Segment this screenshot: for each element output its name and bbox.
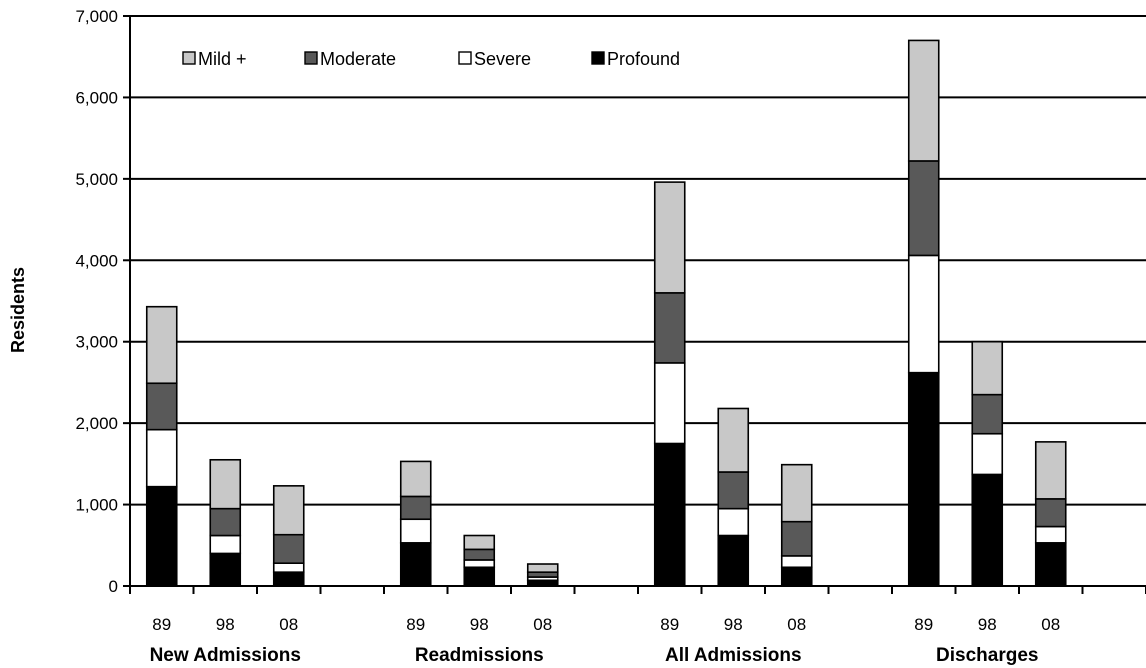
group-label: Discharges (936, 645, 1038, 666)
x-tick-label: 98 (216, 615, 235, 634)
bar-segment (971, 340, 1004, 396)
bar-segment (717, 407, 750, 473)
bar-segment (780, 566, 813, 587)
bar-segment (145, 305, 178, 385)
bar-segment (907, 371, 940, 587)
bar-segment (463, 566, 496, 587)
x-tick-label: 89 (914, 615, 933, 634)
x-tick-label: 08 (279, 615, 298, 634)
bar-segment (209, 534, 242, 555)
bar-segment (399, 460, 432, 498)
x-tick-label: 98 (470, 615, 489, 634)
legend-label: Moderate (320, 49, 396, 69)
bar-segment (653, 292, 686, 364)
bars (145, 39, 1067, 587)
y-tick-label: 5,000 (75, 170, 118, 189)
bar-segment (145, 485, 178, 587)
bar-segment (463, 559, 496, 569)
bar-segment (145, 428, 178, 488)
bar-segment (971, 393, 1004, 435)
bar-segment (145, 382, 178, 431)
bar-segment (272, 533, 305, 565)
legend-swatch (182, 51, 196, 65)
x-tick-label: 89 (152, 615, 171, 634)
bar-segment (780, 463, 813, 523)
bar-segment (209, 458, 242, 510)
grid-lines (130, 15, 1146, 506)
legend-swatch (304, 51, 318, 65)
bar-segment (209, 552, 242, 587)
bar-segment (717, 471, 750, 510)
y-tick-label: 7,000 (75, 7, 118, 26)
legend-label: Profound (607, 49, 680, 69)
x-tick-label: 89 (406, 615, 425, 634)
bar-segment (526, 563, 559, 573)
bar-segment (1034, 525, 1067, 544)
y-tick-label: 0 (109, 577, 118, 596)
group-label: All Admissions (665, 645, 802, 666)
bar-segment (653, 181, 686, 294)
bar-segment (653, 442, 686, 587)
legend-label: Mild + (198, 49, 247, 69)
bar-segment (272, 562, 305, 573)
bar-segment (780, 555, 813, 569)
legend-swatch (458, 51, 472, 65)
y-axis-label: Residents (8, 267, 28, 353)
bar-segment (717, 534, 750, 587)
bar-segment (653, 362, 686, 445)
bar-segment (907, 254, 940, 374)
x-tick-label: 98 (724, 615, 743, 634)
x-tick-label: 08 (533, 615, 552, 634)
group-label: New Admissions (150, 645, 301, 666)
bar-segment (399, 518, 432, 544)
bar-segment (1034, 498, 1067, 528)
bar-segment (463, 548, 496, 561)
x-tick-label: 08 (1041, 615, 1060, 634)
bar-segment (1034, 441, 1067, 500)
x-tick-label: 89 (660, 615, 679, 634)
bar-segment (209, 507, 242, 537)
y-tick-label: 6,000 (75, 88, 118, 107)
bar-segment (907, 39, 940, 162)
bar-segment (971, 473, 1004, 587)
legend-swatch (591, 51, 605, 65)
x-tick-label: 98 (978, 615, 997, 634)
y-tick-label: 2,000 (75, 414, 118, 433)
bar-segment (907, 160, 940, 257)
bar-segment (971, 432, 1004, 476)
bar-segment (780, 520, 813, 557)
y-tick-label: 3,000 (75, 333, 118, 352)
legend-label: Severe (474, 49, 531, 69)
bar-segment (272, 571, 305, 587)
x-tick-label: 08 (787, 615, 806, 634)
y-tick-label: 1,000 (75, 496, 118, 515)
bar-segment (399, 495, 432, 521)
bar-segment (272, 485, 305, 536)
y-tick-label: 4,000 (75, 251, 118, 270)
group-label: Readmissions (415, 645, 544, 666)
bar-segment (399, 542, 432, 587)
legend: Mild + Moderate Severe Profound (182, 49, 680, 69)
axes: 0 1,000 2,000 3,000 4,000 5,000 6,000 7,000 89 98… (75, 7, 1146, 666)
bar-segment (463, 534, 496, 551)
bar-segment (1034, 542, 1067, 587)
bar-segment (717, 507, 750, 537)
